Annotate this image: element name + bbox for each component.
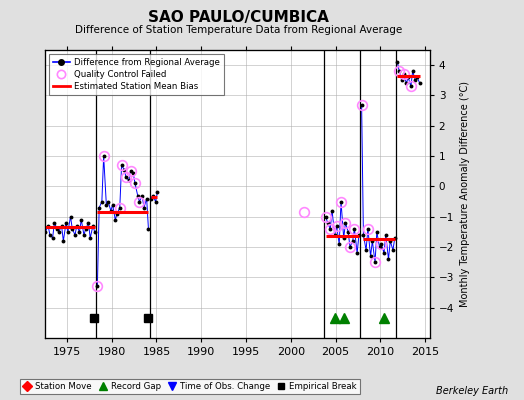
Text: SAO PAULO/CUMBICA: SAO PAULO/CUMBICA (148, 10, 329, 25)
Text: Berkeley Earth: Berkeley Earth (436, 386, 508, 396)
Legend: Difference from Regional Average, Quality Control Failed, Estimated Station Mean: Difference from Regional Average, Qualit… (49, 54, 224, 95)
Legend: Station Move, Record Gap, Time of Obs. Change, Empirical Break: Station Move, Record Gap, Time of Obs. C… (20, 379, 359, 394)
Text: Difference of Station Temperature Data from Regional Average: Difference of Station Temperature Data f… (75, 25, 402, 35)
Y-axis label: Monthly Temperature Anomaly Difference (°C): Monthly Temperature Anomaly Difference (… (460, 81, 470, 307)
